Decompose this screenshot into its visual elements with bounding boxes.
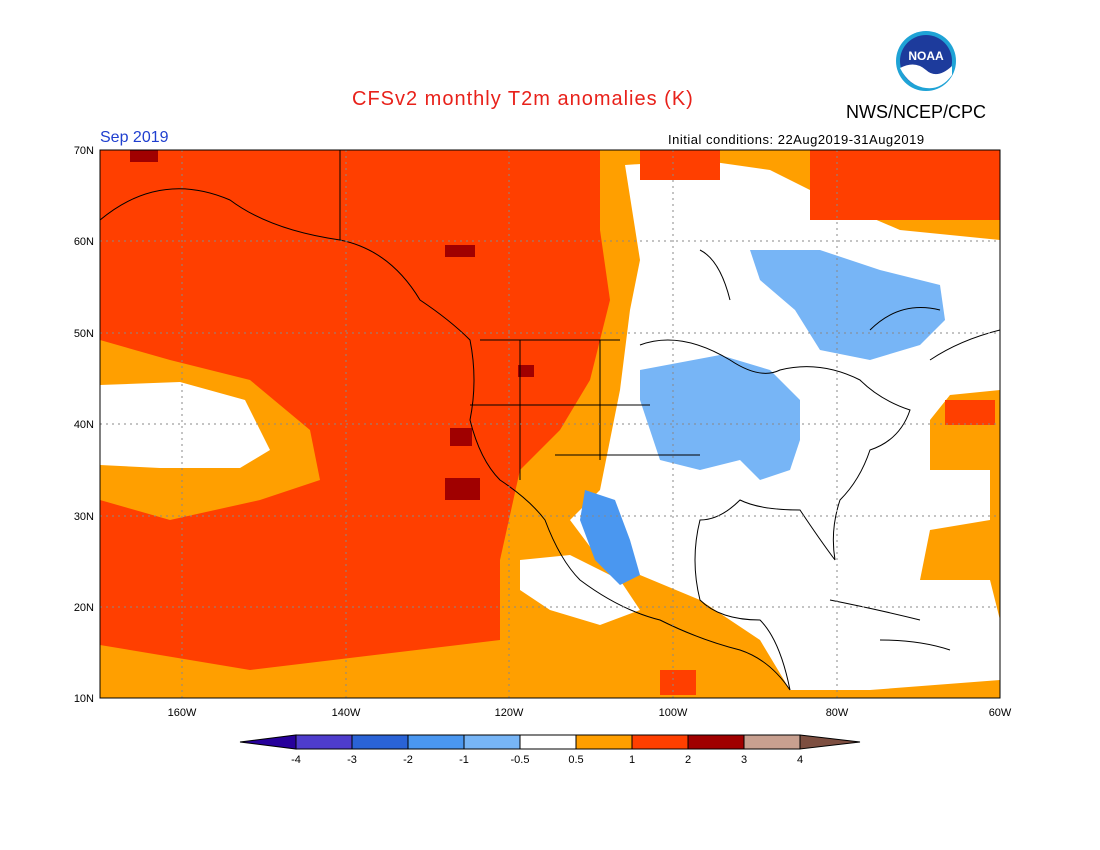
chart-title: CFSv2 monthly T2m anomalies (K) — [352, 88, 694, 110]
colorbar-right-arrow — [799, 734, 861, 750]
noaa-logo-text: NOAA — [908, 49, 944, 63]
initial-conditions: Initial conditions: 22Aug2019-31Aug2019 — [668, 132, 925, 147]
colorbar-swatch — [687, 734, 745, 750]
warm-anomaly-region — [810, 150, 1000, 220]
hot-region — [445, 245, 475, 257]
colorbar-label: -3 — [347, 754, 357, 766]
hot-region — [450, 428, 472, 446]
cool-region — [750, 250, 945, 360]
colorbar-label: 0.5 — [568, 754, 583, 766]
lon-label: 60W — [989, 707, 1012, 719]
colorbar-swatch — [575, 734, 633, 750]
colorbar-swatch — [519, 734, 577, 750]
longitude-labels: 160W 140W 120W 100W 80W 60W — [168, 707, 1012, 719]
colorbar-label: 3 — [741, 754, 747, 766]
noaa-logo: NOAA — [896, 31, 956, 91]
colorbar-label: 4 — [797, 754, 803, 766]
colorbar-swatch — [743, 734, 801, 750]
colorbar-swatch — [407, 734, 465, 750]
lon-label: 140W — [332, 707, 361, 719]
lat-label: 30N — [74, 511, 94, 523]
latitude-labels: 70N 60N 50N 40N 30N 20N 10N — [74, 145, 94, 705]
cooler-region — [580, 490, 640, 585]
cool-region — [640, 355, 800, 480]
warm-anomaly-region — [640, 150, 720, 180]
colorbar-swatch — [351, 734, 409, 750]
colorbar-label: -4 — [291, 754, 301, 766]
coastlines — [100, 150, 1000, 691]
lat-label: 60N — [74, 236, 94, 248]
lat-label: 40N — [74, 419, 94, 431]
lon-label: 80W — [826, 707, 849, 719]
forecast-month: Sep 2019 — [100, 129, 169, 146]
hot-region — [445, 478, 480, 500]
colorbar-label: 1 — [629, 754, 635, 766]
lat-label: 20N — [74, 602, 94, 614]
colorbar-labels: -4 -3 -2 -1 -0.5 0.5 1 2 3 4 — [291, 754, 803, 766]
map-frame — [99, 149, 1001, 699]
neutral-region — [100, 382, 270, 468]
hot-region — [130, 150, 158, 162]
warm-anomaly-region — [945, 400, 995, 425]
colorbar-left-arrow — [239, 734, 297, 750]
colorbar-label: -1 — [459, 754, 469, 766]
lon-label: 120W — [495, 707, 524, 719]
hot-region — [518, 365, 534, 377]
warm-anomaly-region — [660, 670, 696, 695]
colorbar-swatch — [295, 734, 353, 750]
graticule — [100, 150, 1000, 698]
colorbar-swatch — [631, 734, 689, 750]
colorbar-label: -2 — [403, 754, 413, 766]
lon-label: 160W — [168, 707, 197, 719]
organization-label: NWS/NCEP/CPC — [846, 102, 987, 122]
lon-label: 100W — [659, 707, 688, 719]
colorbar-label: -0.5 — [511, 754, 530, 766]
colorbar-label: 2 — [685, 754, 691, 766]
lat-label: 50N — [74, 328, 94, 340]
colorbar — [239, 734, 861, 750]
lat-label: 70N — [74, 145, 94, 157]
lat-label: 10N — [74, 693, 94, 705]
colorbar-swatch — [463, 734, 521, 750]
